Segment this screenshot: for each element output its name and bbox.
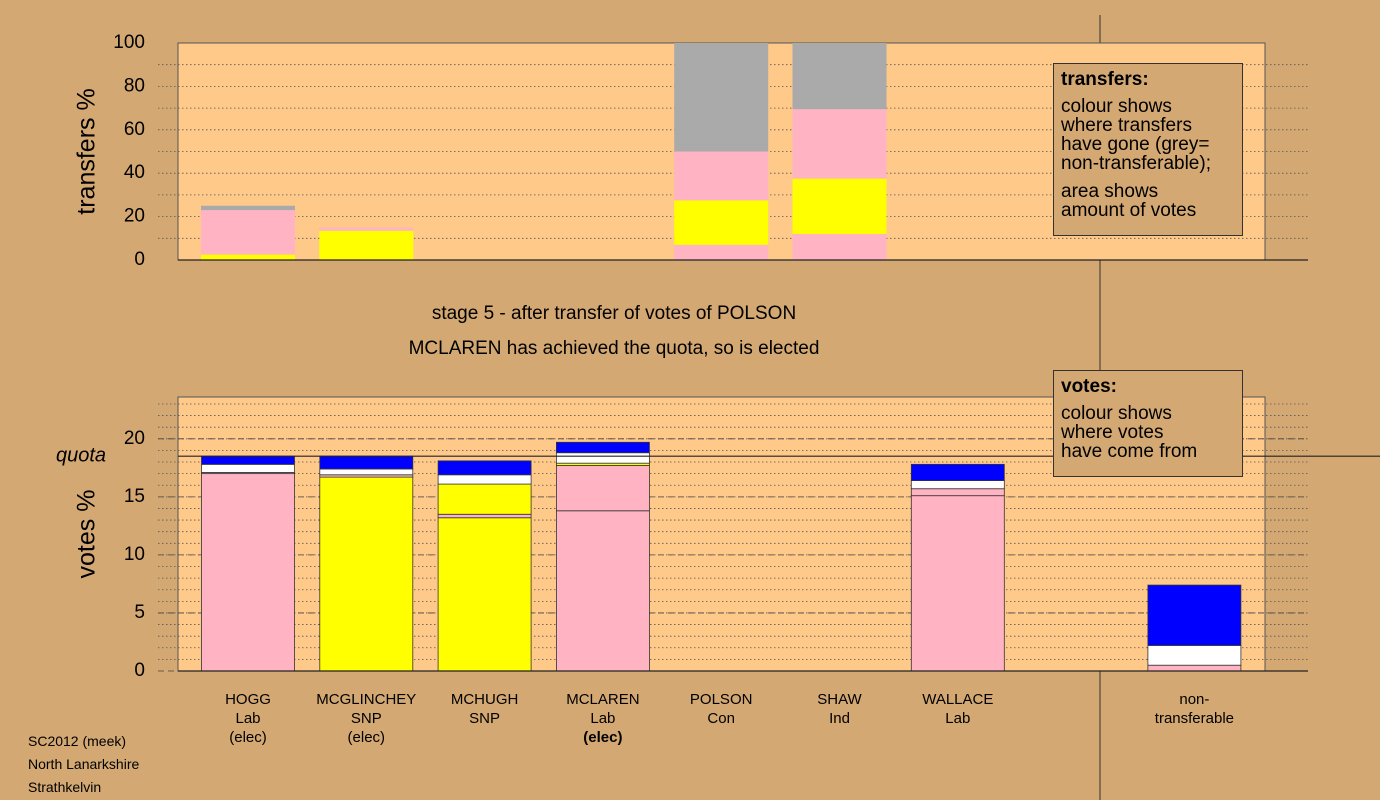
bar-segment [792, 233, 887, 260]
legend-text: area shows [1061, 181, 1159, 202]
legend-text: colour shows [1061, 403, 1172, 424]
bar-segment [910, 488, 1005, 497]
party: Lab [590, 710, 616, 727]
candidate-name: MCGLINCHEY [316, 691, 417, 708]
party: Ind [829, 710, 850, 727]
category-label: SHAW Ind [782, 690, 898, 728]
legend-text: colour shows [1061, 96, 1172, 117]
bar-segment [910, 480, 1005, 490]
bar-segment [910, 495, 1005, 672]
bar-segment [792, 178, 887, 234]
y-tick-label: 40 [124, 162, 145, 183]
legend-box: transfers: colour shows where transfers hav… [1053, 63, 1243, 236]
bar-segment [201, 254, 295, 260]
footer-text: SC2012 (meek) [28, 733, 127, 749]
bar-segment [792, 109, 887, 179]
candidate-name: MCHUGH [450, 691, 519, 708]
bar-segment [792, 43, 887, 110]
candidate-name: SHAW [817, 691, 862, 708]
y-tick-label: 60 [124, 119, 145, 140]
bar-segment [319, 455, 414, 470]
bar-segment [201, 210, 295, 255]
candidate-name: POLSON [689, 691, 753, 708]
legend-paragraph: colour shows where transfers have gone (gr… [1061, 97, 1235, 173]
chart-subtitle: MCLAREN has achieved the quota, so is el… [409, 338, 820, 359]
legend-text: amount of votes [1061, 200, 1197, 221]
party: SNP [350, 710, 382, 727]
status: (elec) [583, 729, 623, 746]
status: (elec) [229, 729, 267, 746]
bar-segment [674, 200, 769, 245]
bar-segment [201, 473, 295, 672]
bar-segment [201, 463, 295, 473]
bar-segment [437, 517, 532, 672]
y-tick-label: 0 [134, 660, 145, 681]
legend-paragraph: colour shows where votes have come from [1061, 404, 1235, 461]
category-label: MCHUGH SNP [427, 690, 543, 728]
category-label: MCGLINCHEY SNP (elec) [308, 690, 424, 747]
y-tick-label: 0 [134, 249, 145, 270]
bar-segment [674, 151, 769, 201]
y-axis-label: transfers % [73, 88, 101, 214]
bar-segment [201, 205, 295, 211]
bar-segment [437, 483, 532, 515]
category-label: MCLAREN Lab (elec) [545, 690, 661, 747]
legend-text: where transfers [1061, 115, 1192, 136]
y-axis-label: votes % [73, 490, 101, 579]
bar-segment [556, 465, 650, 512]
chart-title: stage 5 - after transfer of votes of POL… [432, 303, 796, 324]
bar-segment [556, 452, 650, 464]
category-label: WALLACE Lab [900, 690, 1016, 728]
bar-segment [1147, 664, 1242, 672]
bar-segment [556, 441, 650, 454]
party: Con [707, 710, 735, 727]
legend-title: transfers: [1061, 69, 1149, 90]
party: Lab [945, 710, 971, 727]
y-tick-label: 15 [124, 486, 145, 507]
category-label: HOGG Lab (elec) [190, 690, 306, 747]
candidate-name: MCLAREN [566, 691, 640, 708]
bar-segment [319, 468, 414, 476]
candidate-name: WALLACE [922, 691, 994, 708]
category-label: POLSON Con [663, 690, 779, 728]
bar-segment [319, 476, 414, 672]
legend-text: non-transferable); [1061, 153, 1211, 174]
y-tick-label: 80 [124, 75, 145, 96]
legend-title: votes: [1061, 376, 1117, 397]
y-tick-label: 5 [134, 602, 145, 623]
status: (elec) [347, 729, 386, 746]
category-label: non-transferable [1146, 690, 1242, 728]
party: SNP [469, 710, 501, 727]
footer-text: Strathkelvin [28, 779, 102, 795]
legend-box: votes: colour shows where votes have come f… [1053, 370, 1243, 477]
legend-text: where votes [1061, 422, 1164, 443]
quota-label: quota [56, 444, 106, 466]
legend-text: have come from [1061, 441, 1198, 462]
y-tick-label: 20 [124, 428, 145, 449]
bar-segment [437, 513, 532, 519]
legend-text: have gone (grey= [1061, 134, 1210, 155]
bar-segment [437, 474, 532, 485]
bar-segment [319, 230, 414, 260]
legend-paragraph: area shows amount of votes [1061, 182, 1235, 220]
y-tick-label: 10 [124, 544, 145, 565]
bar-segment [201, 455, 295, 465]
candidate-name: HOGG [225, 691, 271, 708]
bar-segment [674, 43, 769, 152]
bar-segment [556, 510, 650, 672]
candidate-name: non-transferable [1154, 691, 1234, 727]
footer-text: North Lanarkshire [28, 756, 140, 772]
y-tick-label: 20 [124, 206, 145, 227]
party: Lab [235, 710, 261, 727]
bar-segment [437, 460, 532, 476]
bar-segment [910, 463, 1005, 481]
bar-segment [319, 227, 414, 231]
y-tick-label: 100 [113, 32, 145, 53]
bar-segment [674, 244, 769, 260]
bar-segment [1147, 645, 1242, 666]
bar-segment [1147, 584, 1242, 646]
